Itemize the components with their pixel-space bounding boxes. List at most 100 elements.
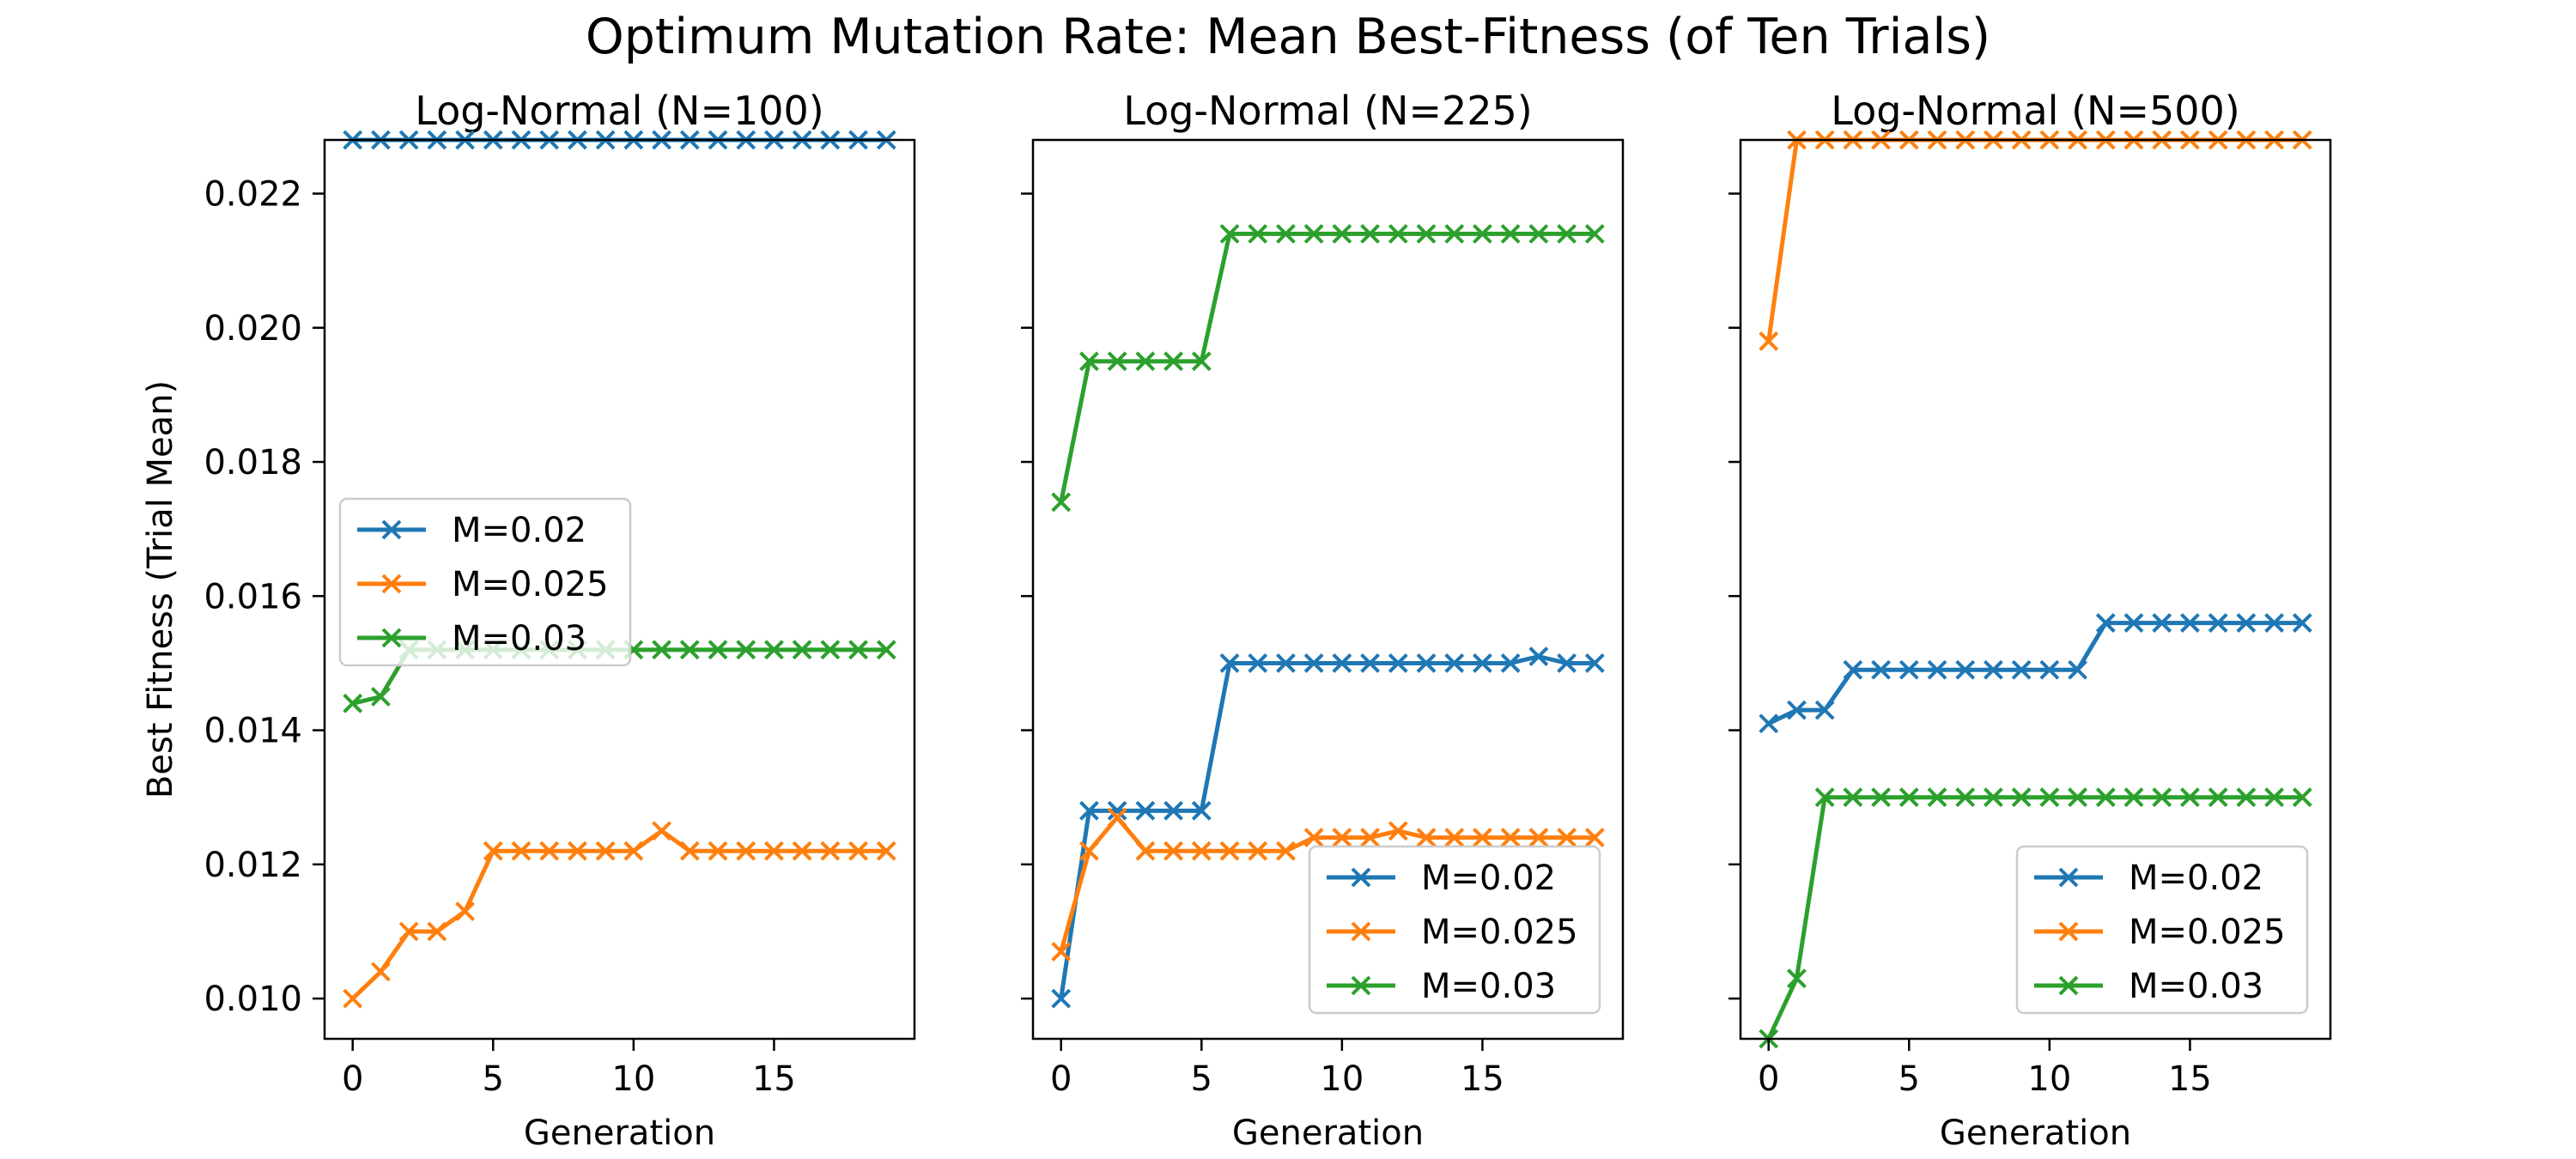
data-point-marker — [1219, 840, 1240, 861]
data-point-marker — [1416, 223, 1437, 244]
data-point-marker — [1079, 800, 1099, 821]
data-point-marker — [2095, 613, 2116, 633]
series-line — [1059, 231, 1595, 503]
data-point-marker — [371, 962, 391, 982]
data-point-marker — [1416, 828, 1437, 848]
data-point-marker — [1332, 828, 1352, 848]
legend-label: M=0.025 — [1421, 913, 1578, 952]
legend-label: M=0.03 — [452, 619, 586, 658]
series-M=0.03 — [1759, 787, 2312, 1049]
series-line — [1059, 815, 1595, 953]
data-point-marker — [764, 640, 784, 660]
data-point-marker — [1814, 700, 1835, 720]
data-point-marker — [708, 840, 728, 861]
data-point-marker — [1248, 653, 1268, 673]
data-point-marker — [1787, 700, 1807, 720]
data-point-marker — [792, 840, 812, 861]
data-point-marker — [623, 840, 644, 861]
data-point-marker — [1984, 659, 2003, 680]
data-point-marker — [876, 840, 896, 861]
x-tick-label: 10 — [2027, 1059, 2071, 1099]
legend-label: M=0.03 — [1421, 967, 1556, 1006]
data-point-marker — [1135, 840, 1156, 861]
y-tick-label: 0.020 — [204, 309, 302, 349]
legend-label: M=0.03 — [2129, 967, 2263, 1006]
legend-entry: M=0.03 — [2034, 967, 2263, 1006]
data-point-marker — [511, 840, 532, 861]
data-point-marker — [1303, 828, 1324, 848]
data-point-marker — [1584, 223, 1605, 244]
data-point-marker — [2068, 787, 2087, 808]
data-point-marker — [1360, 828, 1380, 848]
x-axis-label: Generation — [1232, 1113, 1424, 1153]
data-point-marker — [2152, 613, 2172, 633]
data-point-marker — [736, 840, 756, 861]
y-tick-label: 0.018 — [204, 443, 302, 482]
data-point-marker — [1927, 787, 1947, 808]
data-point-marker — [1927, 659, 1947, 680]
y-tick-label: 0.010 — [204, 980, 302, 1019]
legend-marker — [1351, 975, 1371, 996]
data-point-marker — [2039, 659, 2060, 680]
data-point-marker — [568, 840, 587, 861]
subplot-1: Log-Normal (N=100) 0 5 10 15 0.010 0.012 0.014 0… — [141, 88, 916, 1153]
data-point-marker — [1163, 800, 1183, 821]
axes-frame — [1031, 138, 1625, 1041]
axes-frame — [1739, 138, 2332, 1041]
data-point-marker — [1388, 653, 1408, 673]
x-tick-label: 5 — [483, 1059, 504, 1099]
x-tick-label: 10 — [1320, 1059, 1364, 1099]
data-point-marker — [1528, 828, 1549, 848]
data-point-marker — [708, 640, 728, 660]
data-point-marker — [1163, 351, 1183, 372]
data-point-marker — [1051, 942, 1072, 962]
legend-label: M=0.02 — [452, 511, 586, 550]
data-point-marker — [1276, 653, 1296, 673]
data-point-marker — [1191, 840, 1212, 861]
data-point-marker — [427, 921, 447, 942]
data-point-marker — [2011, 659, 2032, 680]
data-point-marker — [679, 840, 700, 861]
data-point-marker — [2123, 787, 2144, 808]
legend-marker — [2058, 921, 2079, 942]
data-point-marker — [2011, 787, 2032, 808]
legend-box — [2015, 845, 2309, 1015]
series-M=0.025 — [1051, 807, 1605, 962]
data-point-marker — [1191, 351, 1212, 372]
data-point-marker — [1473, 653, 1492, 673]
data-point-marker — [1984, 787, 2003, 808]
x-tick-label: 15 — [1461, 1059, 1504, 1099]
data-point-marker — [2180, 613, 2200, 633]
data-point-marker — [1500, 653, 1521, 673]
legend-entry: M=0.02 — [357, 511, 586, 550]
legend-marker — [381, 628, 402, 648]
data-point-marker — [2095, 787, 2116, 808]
data-point-marker — [1303, 223, 1324, 244]
series-M=0.02 — [1051, 646, 1605, 1009]
data-point-marker — [2264, 613, 2284, 633]
data-point-marker — [1584, 653, 1605, 673]
data-point-marker — [1388, 821, 1408, 841]
y-axis-label: Best Fitness (Trial Mean) — [141, 380, 180, 798]
legend: M=0.02 M=0.025 M=0.03 — [2015, 845, 2309, 1015]
data-point-marker — [539, 840, 560, 861]
legend-entry: M=0.02 — [1327, 859, 1556, 898]
data-point-marker — [398, 921, 419, 942]
legend-entry: M=0.025 — [357, 565, 609, 604]
data-point-marker — [1107, 351, 1127, 372]
subplot-2: Log-Normal (N=225) 0 5 10 15 Generation M=0.02… — [1021, 88, 1625, 1153]
subplot-title: Log-Normal (N=100) — [415, 88, 823, 134]
legend-marker — [2058, 867, 2079, 888]
data-point-marker — [736, 640, 756, 660]
legend-entry: M=0.03 — [357, 619, 586, 658]
legend: M=0.02 M=0.025 M=0.03 — [1308, 845, 1601, 1015]
data-point-marker — [455, 901, 475, 921]
data-point-marker — [1360, 653, 1380, 673]
legend-entry: M=0.02 — [2034, 859, 2263, 898]
data-point-marker — [2152, 787, 2172, 808]
data-point-marker — [1787, 968, 1807, 989]
data-point-marker — [1528, 223, 1549, 244]
data-point-marker — [1444, 828, 1465, 848]
data-point-marker — [1500, 223, 1521, 244]
data-point-marker — [2292, 787, 2312, 808]
